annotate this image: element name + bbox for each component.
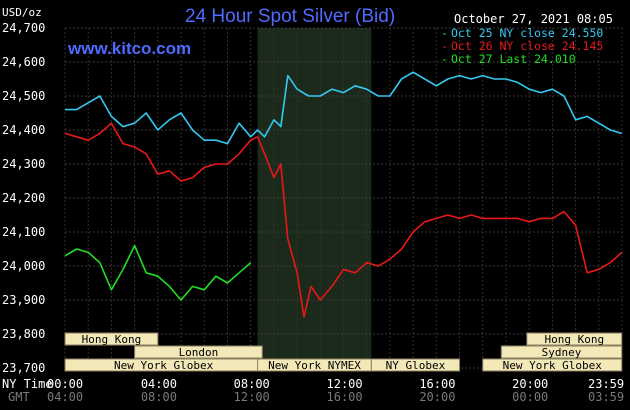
- x-tick-label-ny: 12:00: [327, 377, 363, 391]
- session-label: Hong Kong: [82, 333, 142, 346]
- series-lines: [64, 71, 623, 318]
- x-tick-label-gmt: 20:00: [419, 390, 455, 404]
- x-axis-ny-label: NY Time: [2, 377, 53, 391]
- y-tick-label: 24,400: [2, 123, 45, 137]
- x-tick-label-ny: 20:00: [512, 377, 548, 391]
- x-tick-label-gmt: 04:00: [47, 390, 83, 404]
- x-tick-label-ny: 23:59: [588, 377, 624, 391]
- session-label: New York NYMEX: [268, 359, 361, 372]
- legend-entry: Oct 27 Last 24.010: [451, 52, 576, 66]
- y-tick-label: 23,700: [2, 361, 45, 375]
- session-bar: [526, 332, 623, 346]
- y-tick-label: 24,100: [2, 225, 45, 239]
- session-label: Hong Kong: [545, 333, 605, 346]
- legend-entry: Oct 26 NY close 24.145: [451, 39, 603, 53]
- session-label: New York Globex: [114, 359, 214, 372]
- session-label: New York Globex: [503, 359, 603, 372]
- session-bar: [134, 345, 263, 359]
- x-tick-label-gmt: 00:00: [512, 390, 548, 404]
- x-tick-label-gmt: 12:00: [234, 390, 270, 404]
- y-tick-label: 24,600: [2, 55, 45, 69]
- session-bar: [500, 345, 623, 359]
- x-tick-label-ny: 16:00: [419, 377, 455, 391]
- y-tick-label: 24,700: [2, 21, 45, 35]
- legend-marker: -: [441, 39, 448, 53]
- x-tick-label-gmt: 08:00: [141, 390, 177, 404]
- session-label: NY Globex: [386, 359, 446, 372]
- legend: - Oct 25 NY close 24.550- Oct 26 NY close …: [441, 26, 603, 66]
- y-tick-label: 24,200: [2, 191, 45, 205]
- legend-entry: Oct 25 NY close 24.550: [451, 26, 603, 40]
- session-label: Sydney: [542, 346, 582, 359]
- x-tick-label-ny: 00:00: [47, 377, 83, 391]
- x-axis-gmt-label: GMT: [8, 390, 30, 404]
- y-tick-label: 24,000: [2, 259, 45, 273]
- x-tick-label-gmt: 03:59: [588, 390, 624, 404]
- legend-marker: -: [441, 52, 448, 66]
- y-tick-label: 24,300: [2, 157, 45, 171]
- x-axis: 00:0004:0004:0008:0008:0012:0012:0016:00…: [47, 377, 624, 404]
- session-label: London: [179, 346, 219, 359]
- chart-title: 24 Hour Spot Silver (Bid): [185, 6, 395, 27]
- series-line-3: [64, 244, 252, 301]
- session-bar: [64, 332, 159, 346]
- series-line-1: [65, 71, 623, 145]
- y-tick-label: 23,800: [2, 327, 45, 341]
- session-bar: [370, 358, 461, 372]
- y-tick-label: 23,900: [2, 293, 45, 307]
- x-tick-label-ny: 04:00: [141, 377, 177, 391]
- y-axis: 24,700 24,600 24,500 24,400 24,300 24,200 24,1…: [2, 21, 45, 375]
- x-tick-label-ny: 08:00: [234, 377, 270, 391]
- legend-marker: -: [441, 26, 448, 40]
- x-tick-label-gmt: 16:00: [327, 390, 363, 404]
- brand-url[interactable]: www.kitco.com: [67, 39, 191, 58]
- y-axis-unit: USD/oz: [2, 6, 42, 19]
- series-line-2: [64, 122, 623, 318]
- y-tick-label: 24,500: [2, 89, 45, 103]
- timestamp: October 27, 2021 08:05: [454, 12, 613, 26]
- session-bar: [482, 358, 623, 372]
